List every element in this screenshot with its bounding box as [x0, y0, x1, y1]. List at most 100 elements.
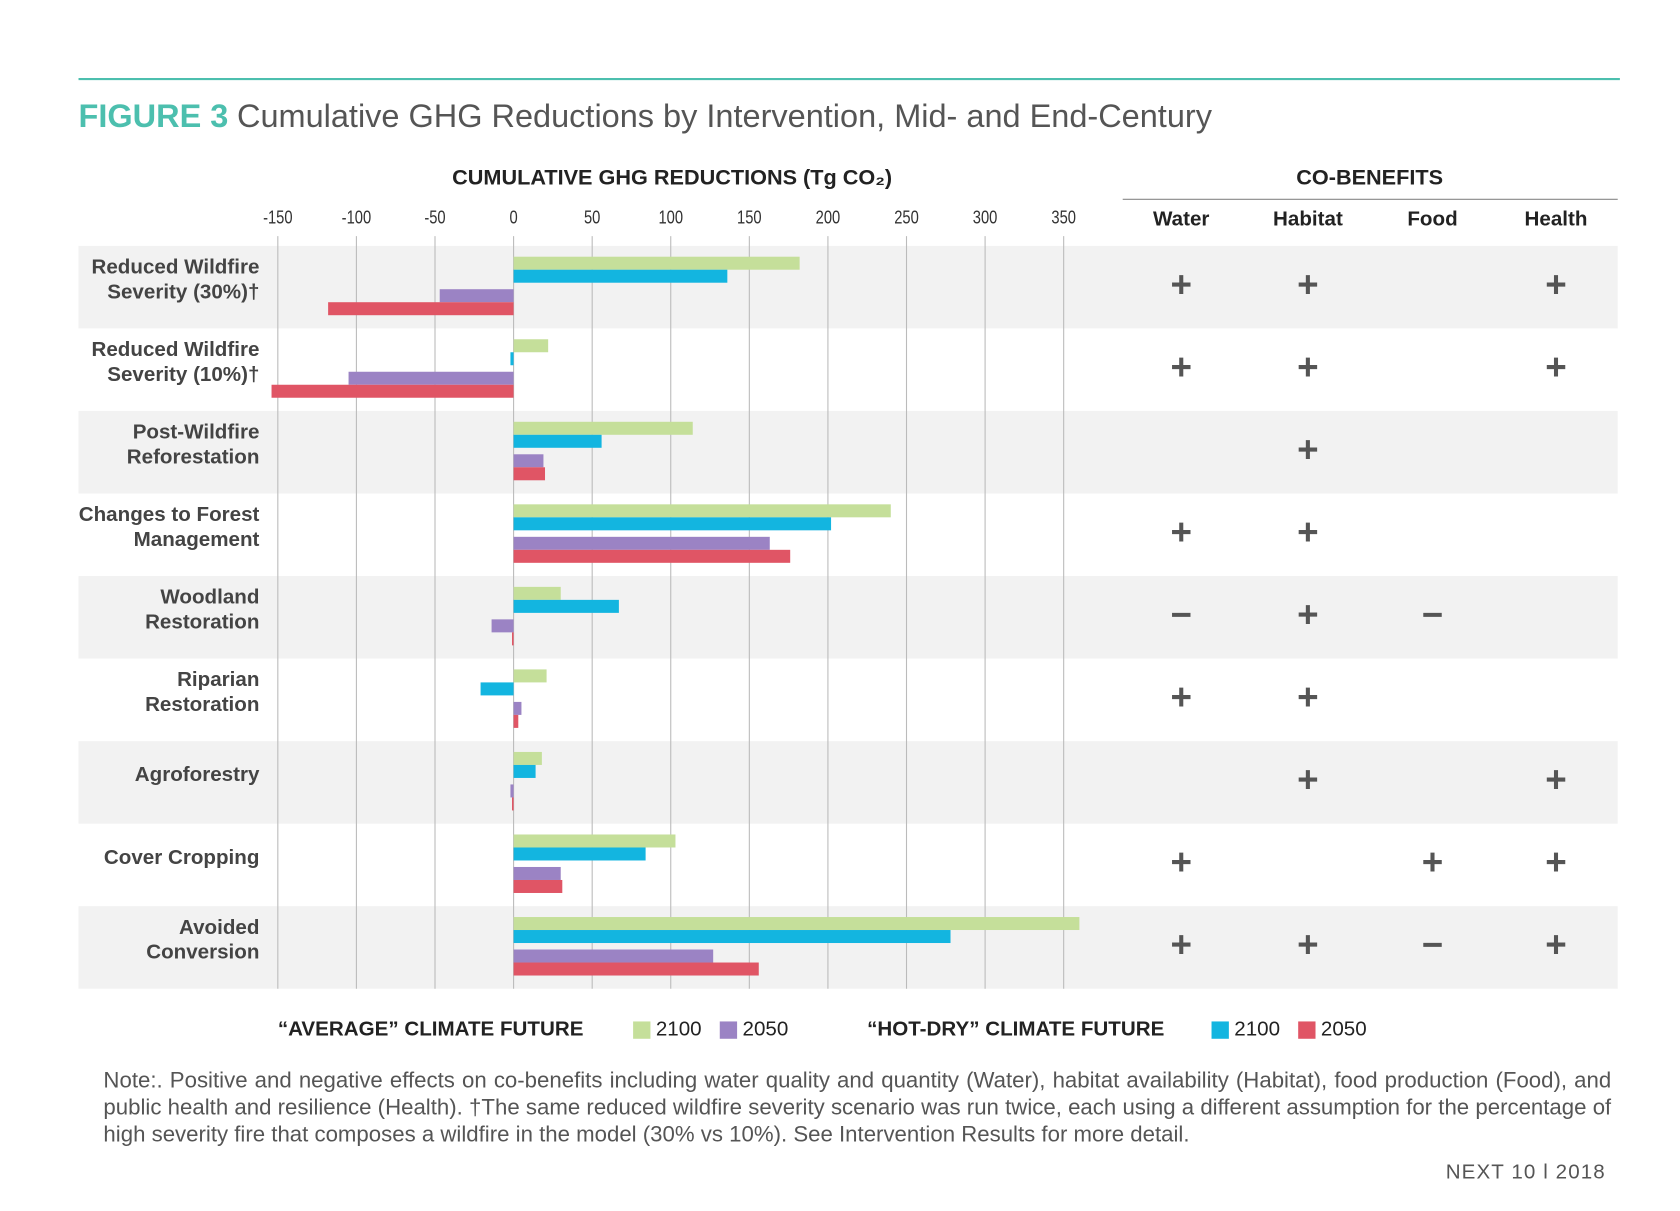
x-tick-label: 200 [816, 207, 841, 228]
cobenefit-column: Habitat [1273, 207, 1343, 230]
cobenefit-symbol: + [1170, 511, 1192, 552]
x-tick-label: 100 [658, 207, 683, 228]
cobenefit-symbol: + [1422, 842, 1444, 883]
cobenefit-symbol: + [1297, 264, 1319, 305]
title-prefix: FIGURE 3 [79, 98, 229, 134]
bar [513, 454, 544, 468]
bar [513, 504, 891, 518]
note: Note:. Positive and negative effects on … [103, 1068, 1612, 1148]
bar [510, 352, 514, 366]
legend-group-label: “HOT-DRY” CLIMATE FUTURE [867, 1018, 1164, 1041]
bar [513, 847, 646, 861]
row-band [78, 410, 1618, 494]
cobenefit-symbol: + [1545, 346, 1567, 387]
bar [348, 371, 514, 385]
footer: NEXT 10 l 2018 [1446, 1161, 1606, 1184]
legend-group-label: “AVERAGE” CLIMATE FUTURE [278, 1018, 584, 1041]
category-label: Cover Cropping [104, 846, 259, 869]
bar [513, 879, 563, 893]
note-box: Note:. Positive and negative effects on … [103, 1068, 1612, 1148]
chart-title: FIGURE 3 Cumulative GHG Reductions by Int… [79, 98, 1213, 134]
category-label: Restoration [145, 611, 259, 634]
cobenefit-symbol: + [1297, 429, 1319, 470]
cobenefit-symbol: + [1170, 676, 1192, 717]
row-bands [78, 245, 1618, 989]
cobenefit-symbol: + [1170, 346, 1192, 387]
x-tick-label: 350 [1051, 207, 1076, 228]
cobenefit-column: Health [1525, 207, 1588, 230]
legend-label: 2050 [1321, 1018, 1367, 1041]
category-label: Restoration [145, 693, 259, 716]
bar [513, 701, 522, 715]
category-label: Reduced Wildfire [92, 256, 260, 279]
x-tick-label: 0 [509, 207, 517, 228]
bar [328, 302, 514, 316]
cobenefit-symbol: + [1297, 511, 1319, 552]
x-tick-label: -100 [342, 207, 371, 228]
legend-swatch [633, 1021, 651, 1039]
category-label: Reforestation [127, 446, 260, 469]
category-label: Avoided [179, 916, 259, 939]
bar [513, 339, 549, 353]
cobenefit-symbol: + [1297, 594, 1319, 635]
bar [510, 784, 514, 798]
bar [513, 669, 547, 683]
title-text: Cumulative GHG Reductions by Interventio… [237, 98, 1213, 134]
cobenefit-symbol: + [1545, 759, 1567, 800]
cobenefit-column: Water [1153, 207, 1209, 230]
cobenefit-column: Food [1407, 207, 1457, 230]
bar [513, 467, 546, 481]
cobenefit-symbol: + [1297, 346, 1319, 387]
bar [512, 797, 514, 811]
category-label: Severity (10%)† [107, 363, 259, 386]
x-tick-label: -50 [424, 207, 445, 228]
category-label: Riparian [177, 668, 259, 691]
x-tick-label: 50 [584, 207, 600, 228]
bar [513, 256, 800, 270]
bar [480, 682, 514, 696]
cobenefit-symbol: + [1170, 264, 1192, 305]
category-label: Changes to Forest [79, 503, 260, 526]
bar [513, 421, 693, 435]
bar [513, 866, 561, 880]
bar [513, 714, 519, 728]
bar [513, 930, 951, 944]
category-label: Reduced Wildfire [92, 338, 260, 361]
x-tick-label: 250 [894, 207, 919, 228]
bar [513, 549, 791, 563]
x-tick-label: 150 [737, 207, 762, 228]
cobenefit-symbol: + [1297, 676, 1319, 717]
legend-label: 2050 [743, 1018, 789, 1041]
bar [513, 434, 602, 448]
x-tick-label: 300 [973, 207, 998, 228]
bar [513, 586, 561, 600]
category-label: Conversion [146, 941, 259, 964]
cobenefit-symbol: + [1545, 924, 1567, 965]
category-label: Post-Wildfire [133, 421, 260, 444]
bar [513, 517, 832, 531]
legend-label: 2100 [1234, 1018, 1280, 1041]
legend-swatch [719, 1021, 738, 1039]
cobenefit-symbol: + [1545, 842, 1567, 883]
bar [491, 619, 514, 633]
bar [512, 632, 514, 646]
bar [439, 289, 514, 303]
bar [271, 384, 514, 398]
bar [513, 269, 728, 283]
cobenefits-title: CO-BENEFITS [1296, 164, 1443, 189]
category-label: Agroforestry [135, 763, 260, 786]
legend-swatch [1298, 1021, 1316, 1039]
legend-swatch [1211, 1021, 1229, 1039]
cobenefit-symbol: + [1297, 924, 1319, 965]
category-label: Management [134, 528, 260, 551]
category-label: Woodland [160, 586, 259, 609]
bar [513, 751, 542, 765]
cobenefit-symbol: − [1170, 594, 1192, 635]
bar [513, 834, 676, 848]
x-tick-label: -150 [263, 207, 292, 228]
row-band [78, 741, 1618, 824]
bar [513, 949, 714, 963]
bar [513, 536, 770, 550]
cobenefit-symbol: − [1422, 594, 1444, 635]
